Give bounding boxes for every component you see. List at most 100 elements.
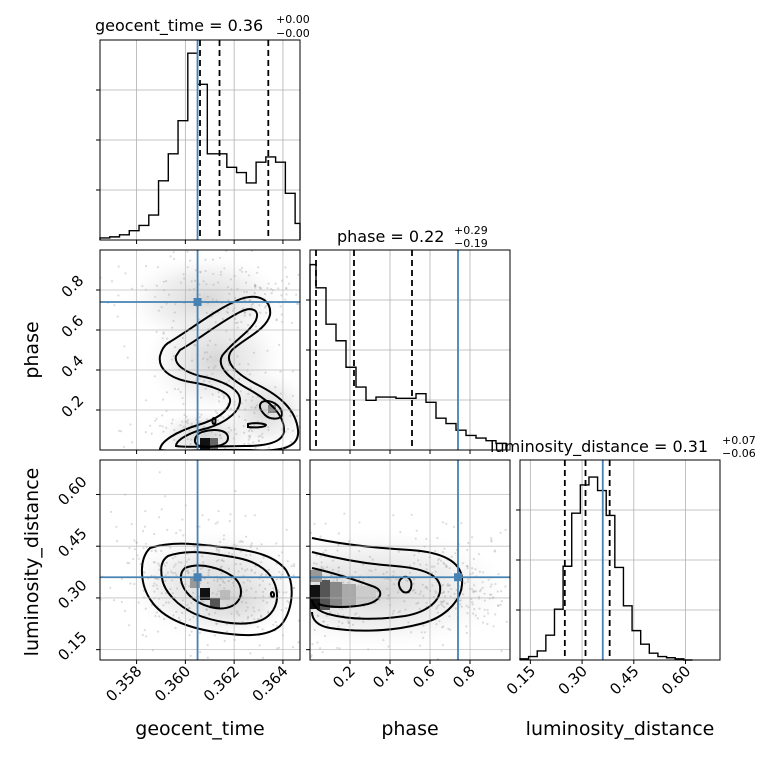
scatter-point bbox=[158, 424, 162, 427]
scatter-point bbox=[315, 562, 318, 566]
scatter-point bbox=[304, 423, 306, 425]
scatter-point bbox=[201, 514, 204, 517]
scatter-point bbox=[223, 267, 226, 270]
scatter-point bbox=[397, 611, 400, 614]
title-phase-plus: +0.29 bbox=[454, 224, 488, 237]
scatter-point bbox=[207, 366, 210, 369]
scatter-point bbox=[236, 612, 239, 615]
scatter-point bbox=[123, 345, 126, 348]
y-tick-label-luminosity-distance: 0.30 bbox=[54, 576, 90, 612]
scatter-point bbox=[279, 392, 283, 395]
scatter-point bbox=[190, 601, 193, 605]
scatter-point bbox=[244, 399, 247, 402]
scatter-point bbox=[499, 531, 502, 534]
scatter-point bbox=[186, 569, 190, 572]
scatter-point bbox=[243, 290, 246, 294]
x-tick-label-luminosity-distance: 0.45 bbox=[606, 662, 642, 698]
scatter-point bbox=[496, 604, 499, 607]
scatter-point bbox=[227, 580, 230, 583]
scatter-point bbox=[154, 419, 157, 422]
scatter-point bbox=[500, 600, 503, 603]
scatter-point bbox=[217, 590, 220, 593]
scatter-point bbox=[198, 318, 201, 321]
scatter-point bbox=[155, 284, 158, 287]
scatter-point bbox=[320, 565, 323, 568]
scatter-point bbox=[133, 548, 136, 551]
scatter-point bbox=[311, 643, 314, 646]
scatter-point bbox=[219, 434, 222, 437]
scatter-point bbox=[155, 584, 158, 587]
scatter-point bbox=[250, 462, 252, 464]
panel-frame bbox=[99, 459, 301, 661]
scatter-point bbox=[185, 420, 188, 423]
scatter-point bbox=[477, 595, 481, 599]
scatter-point bbox=[157, 630, 160, 633]
density-pixels bbox=[200, 405, 276, 450]
scatter-point bbox=[505, 620, 508, 623]
scatter-point bbox=[358, 521, 361, 524]
scatter-point bbox=[449, 595, 452, 598]
scatter-point bbox=[471, 536, 474, 539]
scatter-point bbox=[443, 605, 446, 609]
scatter-point bbox=[239, 390, 242, 393]
scatter-point bbox=[216, 580, 219, 583]
scatter-point bbox=[291, 370, 294, 373]
scatter-point bbox=[319, 555, 322, 558]
scatter-point bbox=[289, 414, 292, 417]
scatter-point bbox=[490, 539, 493, 542]
scatter-point bbox=[303, 583, 305, 585]
scatter-point bbox=[526, 628, 528, 630]
luminosity-distance-histogram-panel bbox=[516, 459, 721, 664]
scatter-point bbox=[244, 419, 247, 422]
scatter-point bbox=[163, 618, 166, 621]
scatter-point bbox=[304, 621, 306, 623]
scatter-point bbox=[112, 599, 116, 602]
scatter-point bbox=[256, 625, 259, 629]
scatter-point bbox=[322, 551, 325, 554]
scatter-point bbox=[256, 420, 259, 423]
scatter-point bbox=[214, 410, 217, 413]
scatter-point bbox=[284, 430, 287, 433]
scatter-point bbox=[156, 587, 159, 590]
scatter-point bbox=[259, 287, 262, 290]
scatter-point bbox=[404, 608, 407, 611]
scatter-point bbox=[337, 570, 340, 573]
scatter-point bbox=[403, 600, 406, 603]
scatter-point bbox=[214, 611, 217, 615]
scatter-point bbox=[214, 522, 217, 525]
scatter-point bbox=[185, 415, 188, 418]
scatter-point bbox=[228, 292, 231, 295]
scatter-point bbox=[202, 561, 205, 564]
scatter-point bbox=[500, 590, 503, 593]
scatter-point bbox=[169, 255, 172, 258]
x-tick-label-phase: 0.8 bbox=[449, 662, 479, 692]
scatter-point bbox=[217, 510, 220, 513]
scatter-point bbox=[249, 546, 252, 549]
scatter-point bbox=[473, 584, 476, 587]
scatter-point bbox=[216, 578, 219, 581]
scatter-point bbox=[229, 278, 232, 281]
scatter-point bbox=[296, 302, 299, 306]
scatter-point bbox=[242, 307, 245, 310]
scatter-point bbox=[442, 625, 445, 628]
scatter-point bbox=[215, 593, 218, 596]
y-tick-label-luminosity-distance: 0.15 bbox=[54, 628, 90, 664]
scatter-point bbox=[521, 551, 523, 553]
scatter-point bbox=[190, 280, 193, 283]
scatter-point bbox=[534, 607, 536, 609]
scatter-point bbox=[267, 568, 270, 571]
scatter-point bbox=[225, 310, 228, 313]
scatter-point bbox=[199, 651, 202, 654]
scatter-point bbox=[452, 525, 455, 529]
scatter-point bbox=[219, 540, 222, 544]
scatter-point bbox=[231, 247, 233, 249]
scatter-point bbox=[466, 565, 469, 568]
scatter-point bbox=[199, 567, 203, 571]
scatter-point bbox=[422, 624, 425, 627]
scatter-point bbox=[254, 564, 257, 568]
scatter-point bbox=[446, 602, 449, 606]
scatter-point bbox=[481, 571, 485, 574]
scatter-point bbox=[168, 293, 171, 296]
scatter-point bbox=[180, 281, 183, 284]
scatter-point bbox=[392, 583, 396, 586]
